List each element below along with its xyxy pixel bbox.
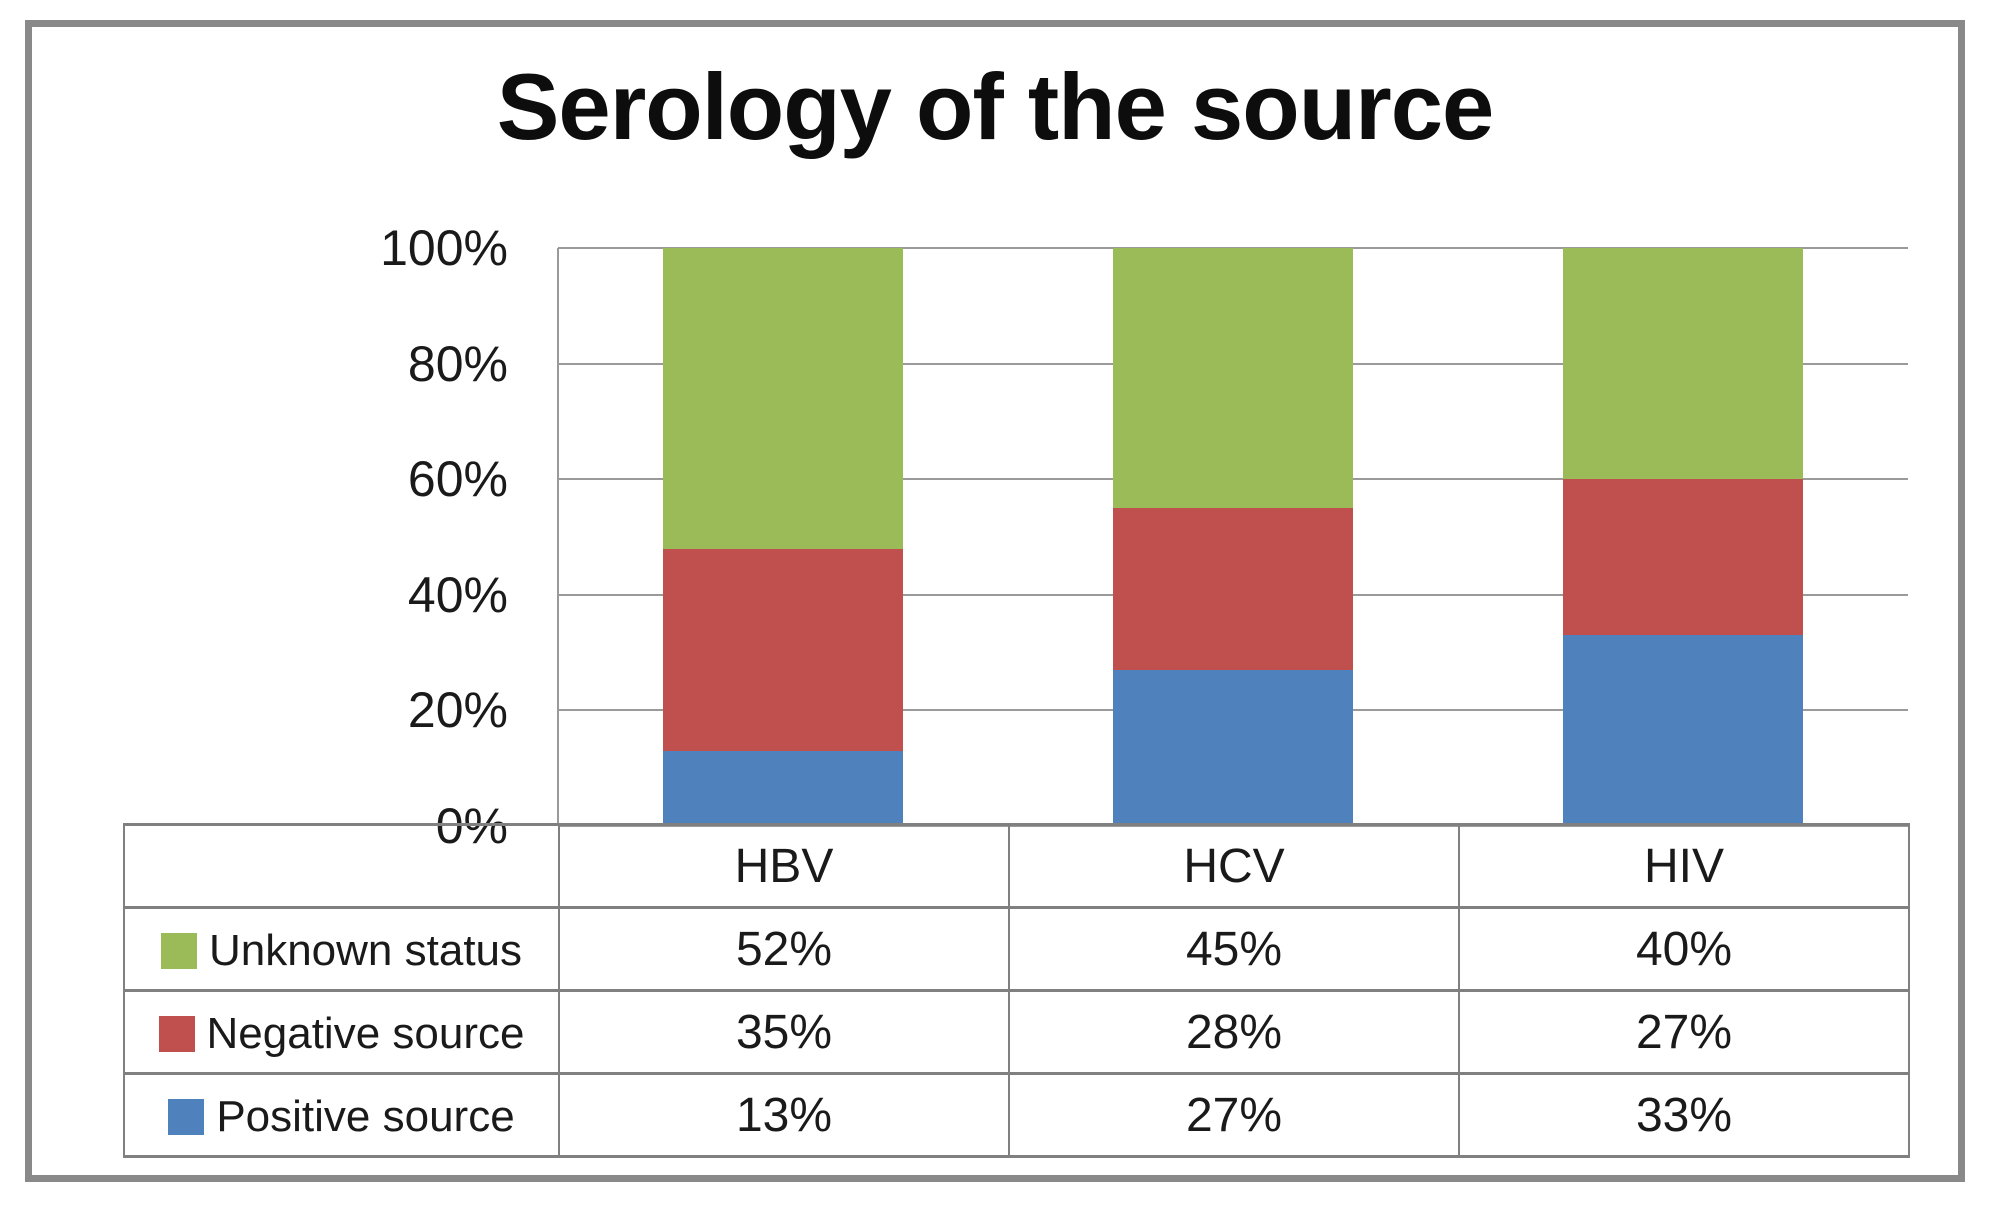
bar-segment-positive-source-hbv <box>663 750 903 826</box>
legend-swatch <box>160 932 197 969</box>
table-header-row: HBV HCV HIV <box>123 823 1910 909</box>
legend-label: Negative source <box>206 1008 525 1058</box>
bar-segment-negative-source-hiv <box>1563 479 1803 636</box>
bar-segment-unknown-status-hcv <box>1113 248 1353 509</box>
legend-corner-cell <box>123 823 560 909</box>
legend-swatch <box>168 1098 205 1135</box>
bar-segment-unknown-status-hbv <box>663 248 903 549</box>
category-header-hiv: HIV <box>1458 823 1910 909</box>
bar-segment-negative-source-hcv <box>1113 508 1353 670</box>
value-cell: 33% <box>1458 1072 1910 1158</box>
bar-segment-positive-source-hiv <box>1563 635 1803 826</box>
legend-swatch <box>158 1015 195 1052</box>
legend-cell-positive-source: Positive source <box>123 1072 560 1158</box>
legend-label: Positive source <box>216 1091 515 1141</box>
value-cell: 52% <box>558 906 1010 992</box>
chart-frame: Serology of the source 100% 80% 60% 40% 20% 0… <box>25 20 1965 1182</box>
legend-cell-negative-source: Negative source <box>123 989 560 1075</box>
value-cell: 40% <box>1458 906 1910 992</box>
y-tick-label: 20% <box>407 682 508 739</box>
value-cell: 45% <box>1008 906 1460 992</box>
bar-segment-negative-source-hbv <box>663 548 903 751</box>
plot-area: 100% 80% 60% 40% 20% 0% HBV HCV HIV Unknown statu… <box>32 27 1958 1175</box>
y-tick-label: 100% <box>380 220 508 276</box>
legend-label: Unknown status <box>208 925 523 975</box>
legend-cell-unknown-status: Unknown status <box>123 906 560 992</box>
category-header-hcv: HCV <box>1008 823 1460 909</box>
bar-segment-unknown-status-hiv <box>1563 248 1803 480</box>
value-cell: 28% <box>1008 989 1460 1075</box>
category-header-hbv: HBV <box>558 823 1010 909</box>
y-tick-label: 40% <box>407 566 508 623</box>
value-cell: 27% <box>1008 1072 1460 1158</box>
value-cell: 13% <box>558 1072 1010 1158</box>
table-row: Unknown status 52% 45% 40% <box>123 906 1910 992</box>
y-tick-label: 60% <box>407 451 508 508</box>
table-row: Positive source 13% 27% 33% <box>123 1072 1910 1158</box>
chart-title: Serology of the source <box>496 54 1495 159</box>
data-table: HBV HCV HIV Unknown status 52% 45% 40% Negative… <box>123 823 1910 1158</box>
table-row: Negative source 35% 28% 27% <box>123 989 1910 1075</box>
bar-segment-positive-source-hcv <box>1113 669 1353 826</box>
y-tick-label: 80% <box>407 335 508 392</box>
value-cell: 35% <box>558 989 1010 1075</box>
y-axis-line <box>557 248 559 826</box>
value-cell: 27% <box>1458 989 1910 1075</box>
